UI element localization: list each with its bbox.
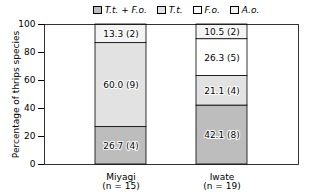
svg-text:80: 80 (24, 47, 36, 57)
html-text:A.o.: A.o. (241, 5, 260, 15)
svg-text:Percentage of thrips species: Percentage of thrips species (11, 31, 21, 159)
html-text:T.t. + F.o.: T.t. + F.o. (104, 5, 147, 15)
svg-text:10.5 (2): 10.5 (2) (204, 27, 240, 37)
svg-text:60.0 (9): 60.0 (9) (103, 80, 139, 90)
svg-text:40: 40 (24, 103, 36, 113)
svg-text:60: 60 (24, 75, 36, 85)
svg-text:Miyagi(n = 15): Miyagi(n = 15) (102, 172, 139, 191)
svg-text:26.3 (5): 26.3 (5) (204, 52, 240, 62)
svg-text:13.3 (2): 13.3 (2) (103, 29, 139, 39)
svg-text:21.1 (4): 21.1 (4) (204, 86, 240, 96)
svg-text:Iwate(n = 19): Iwate(n = 19) (203, 172, 240, 191)
svg-text:100: 100 (18, 19, 35, 29)
html-text:F.o.: F.o. (204, 5, 220, 15)
svg-text:20: 20 (24, 131, 36, 141)
svg-text:42.1 (8): 42.1 (8) (204, 130, 240, 140)
svg-text:26.7 (4): 26.7 (4) (103, 141, 139, 151)
html-text:T.t.: T.t. (168, 5, 183, 15)
svg-text:0: 0 (30, 159, 36, 169)
